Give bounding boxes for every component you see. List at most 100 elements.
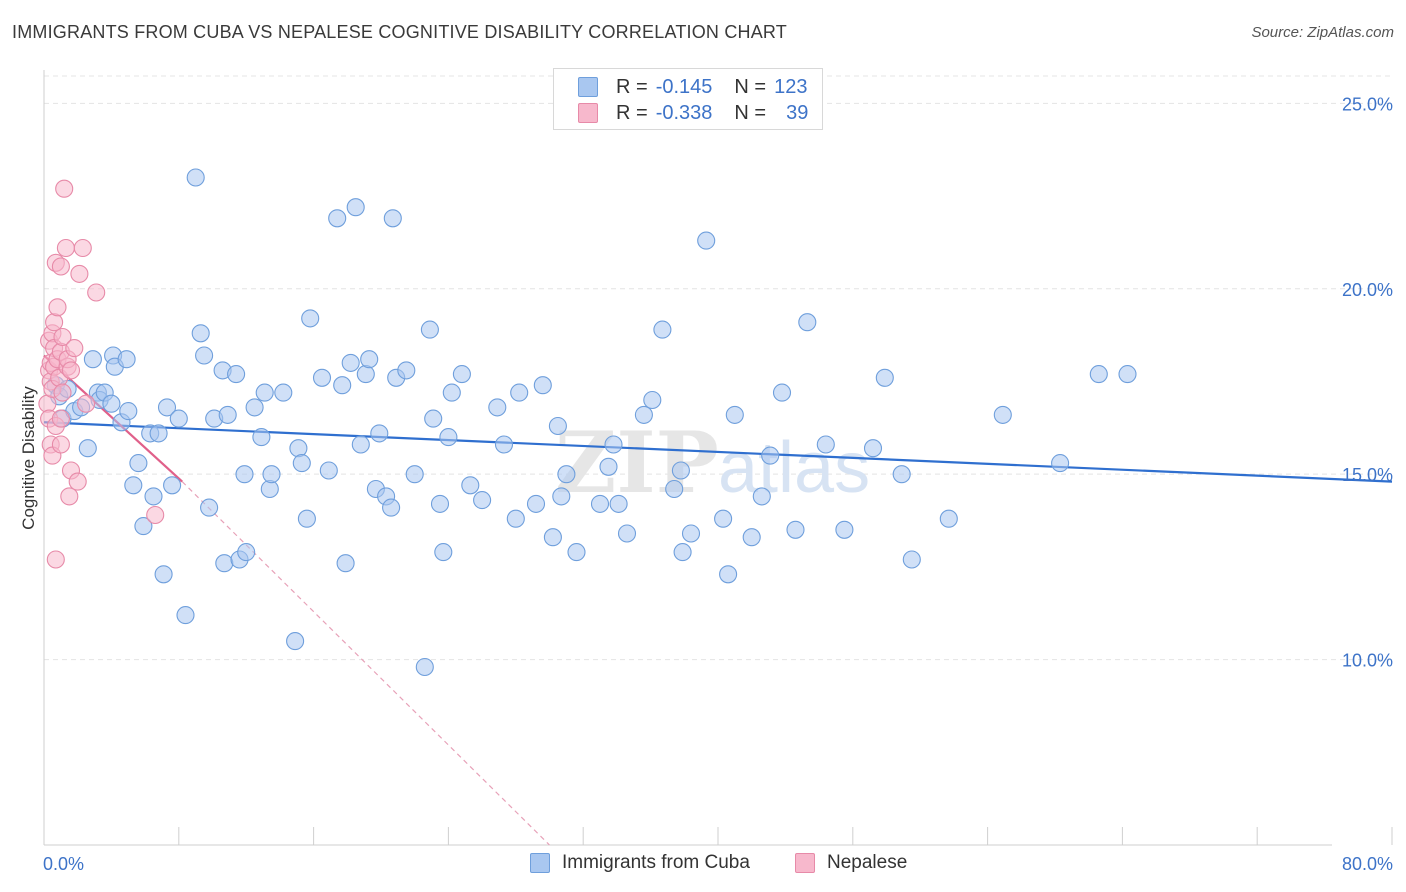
point-cuba-52 — [319, 461, 338, 480]
point-cuba-113 — [835, 520, 854, 539]
series-legend: Immigrants from Cuba Nepalese — [0, 850, 1406, 878]
point-cuba-117 — [902, 550, 921, 569]
point-cuba-59 — [356, 365, 375, 384]
point-cuba-53 — [328, 209, 347, 228]
point-cuba-120 — [1051, 454, 1070, 473]
point-cuba-40 — [245, 398, 264, 417]
point-cuba-22 — [149, 424, 168, 443]
point-cuba-102 — [697, 231, 716, 250]
legend-r-label: R = — [616, 75, 648, 98]
point-nepal-29 — [60, 487, 79, 506]
point-cuba-54 — [333, 376, 352, 395]
point-nepal-38 — [146, 505, 165, 525]
point-cuba-7 — [83, 350, 102, 369]
legend-r-label: R = — [616, 101, 648, 124]
point-cuba-97 — [653, 320, 672, 339]
point-cuba-75 — [442, 383, 461, 402]
point-cuba-21 — [144, 487, 163, 506]
point-cuba-99 — [671, 461, 690, 480]
point-nepal-14 — [46, 550, 65, 569]
series-cuba-points — [46, 168, 1137, 677]
point-cuba-46 — [286, 632, 305, 651]
point-cuba-23 — [154, 565, 173, 584]
watermark-zip: ZIP — [555, 413, 719, 512]
point-nepal-23 — [53, 383, 72, 402]
point-cuba-67 — [397, 361, 416, 380]
legend-item-nepal[interactable]: Nepalese — [795, 852, 907, 874]
legend-label-cuba: Immigrants from Cuba — [562, 852, 750, 873]
chart-title: IMMIGRANTS FROM CUBA VS NEPALESE COGNITI… — [12, 22, 787, 42]
point-cuba-112 — [816, 435, 835, 454]
point-cuba-121 — [1089, 365, 1108, 384]
point-cuba-16 — [119, 402, 138, 421]
point-nepal-36 — [77, 394, 96, 413]
legend-swatch-cuba — [530, 853, 550, 873]
watermark-atlas: atlas — [718, 428, 870, 508]
point-cuba-60 — [360, 350, 379, 369]
legend-r-value-cuba: -0.145 — [655, 75, 713, 98]
point-cuba-15 — [117, 350, 136, 369]
point-cuba-82 — [510, 383, 529, 402]
point-nepal-22 — [51, 257, 70, 276]
point-cuba-62 — [370, 424, 389, 443]
legend-swatch-cuba — [578, 77, 598, 97]
point-cuba-116 — [892, 465, 911, 484]
y-tick-label-1: 15.0% — [1342, 465, 1393, 485]
stats-legend: R = -0.145 N = 123 R = -0.338 N = 39 — [553, 68, 823, 130]
point-nepal-33 — [68, 472, 87, 491]
legend-n-value-nepal: 39 — [786, 101, 809, 124]
point-cuba-18 — [129, 454, 148, 473]
point-nepal-35 — [73, 238, 92, 258]
grid-lines — [44, 75, 1392, 661]
point-cuba-70 — [420, 320, 439, 339]
point-cuba-105 — [725, 405, 744, 424]
point-cuba-31 — [200, 498, 219, 517]
legend-item-cuba[interactable]: Immigrants from Cuba — [530, 852, 750, 874]
legend-swatch-nepal — [578, 103, 598, 123]
legend-row-cuba: R = -0.145 N = 123 — [578, 74, 807, 100]
point-cuba-114 — [863, 439, 883, 458]
point-cuba-36 — [227, 365, 246, 384]
point-nepal-37 — [87, 283, 106, 302]
point-cuba-122 — [1118, 365, 1137, 384]
point-nepal-21 — [51, 409, 70, 428]
point-cuba-80 — [494, 435, 514, 454]
point-nepal-34 — [70, 264, 89, 283]
legend-swatch-nepal — [795, 853, 815, 873]
point-cuba-107 — [752, 487, 771, 506]
trend-line-nepal-extension — [181, 481, 550, 846]
point-cuba-85 — [543, 528, 562, 547]
point-cuba-72 — [430, 494, 450, 513]
y-axis-label: Cognitive Disability — [19, 386, 38, 530]
point-cuba-38 — [235, 465, 254, 484]
point-cuba-98 — [665, 479, 684, 499]
point-cuba-87 — [552, 487, 571, 506]
point-nepal-25 — [55, 179, 74, 198]
point-cuba-69 — [415, 657, 434, 677]
point-cuba-96 — [643, 390, 662, 410]
series-nepal-points — [38, 179, 165, 569]
point-cuba-39 — [237, 543, 256, 562]
point-cuba-90 — [590, 494, 610, 513]
point-cuba-101 — [681, 524, 701, 543]
point-cuba-108 — [761, 446, 780, 465]
point-cuba-91 — [599, 457, 618, 476]
point-cuba-88 — [557, 465, 576, 484]
point-cuba-58 — [351, 435, 370, 454]
point-cuba-94 — [617, 524, 637, 543]
point-cuba-79 — [488, 398, 507, 417]
point-cuba-84 — [533, 376, 552, 395]
watermark: ZIP atlas — [555, 413, 870, 512]
point-nepal-16 — [48, 298, 67, 317]
y-tick-label-2: 20.0% — [1342, 280, 1393, 300]
point-cuba-73 — [434, 543, 453, 562]
source-label: Source: ZipAtlas.com — [1251, 24, 1394, 41]
point-cuba-100 — [673, 543, 692, 562]
point-nepal-31 — [61, 361, 81, 380]
point-cuba-65 — [383, 209, 402, 228]
point-cuba-110 — [786, 520, 805, 539]
point-cuba-56 — [341, 353, 360, 372]
point-cuba-83 — [526, 494, 546, 513]
point-cuba-42 — [255, 383, 274, 402]
point-cuba-28 — [186, 168, 205, 187]
